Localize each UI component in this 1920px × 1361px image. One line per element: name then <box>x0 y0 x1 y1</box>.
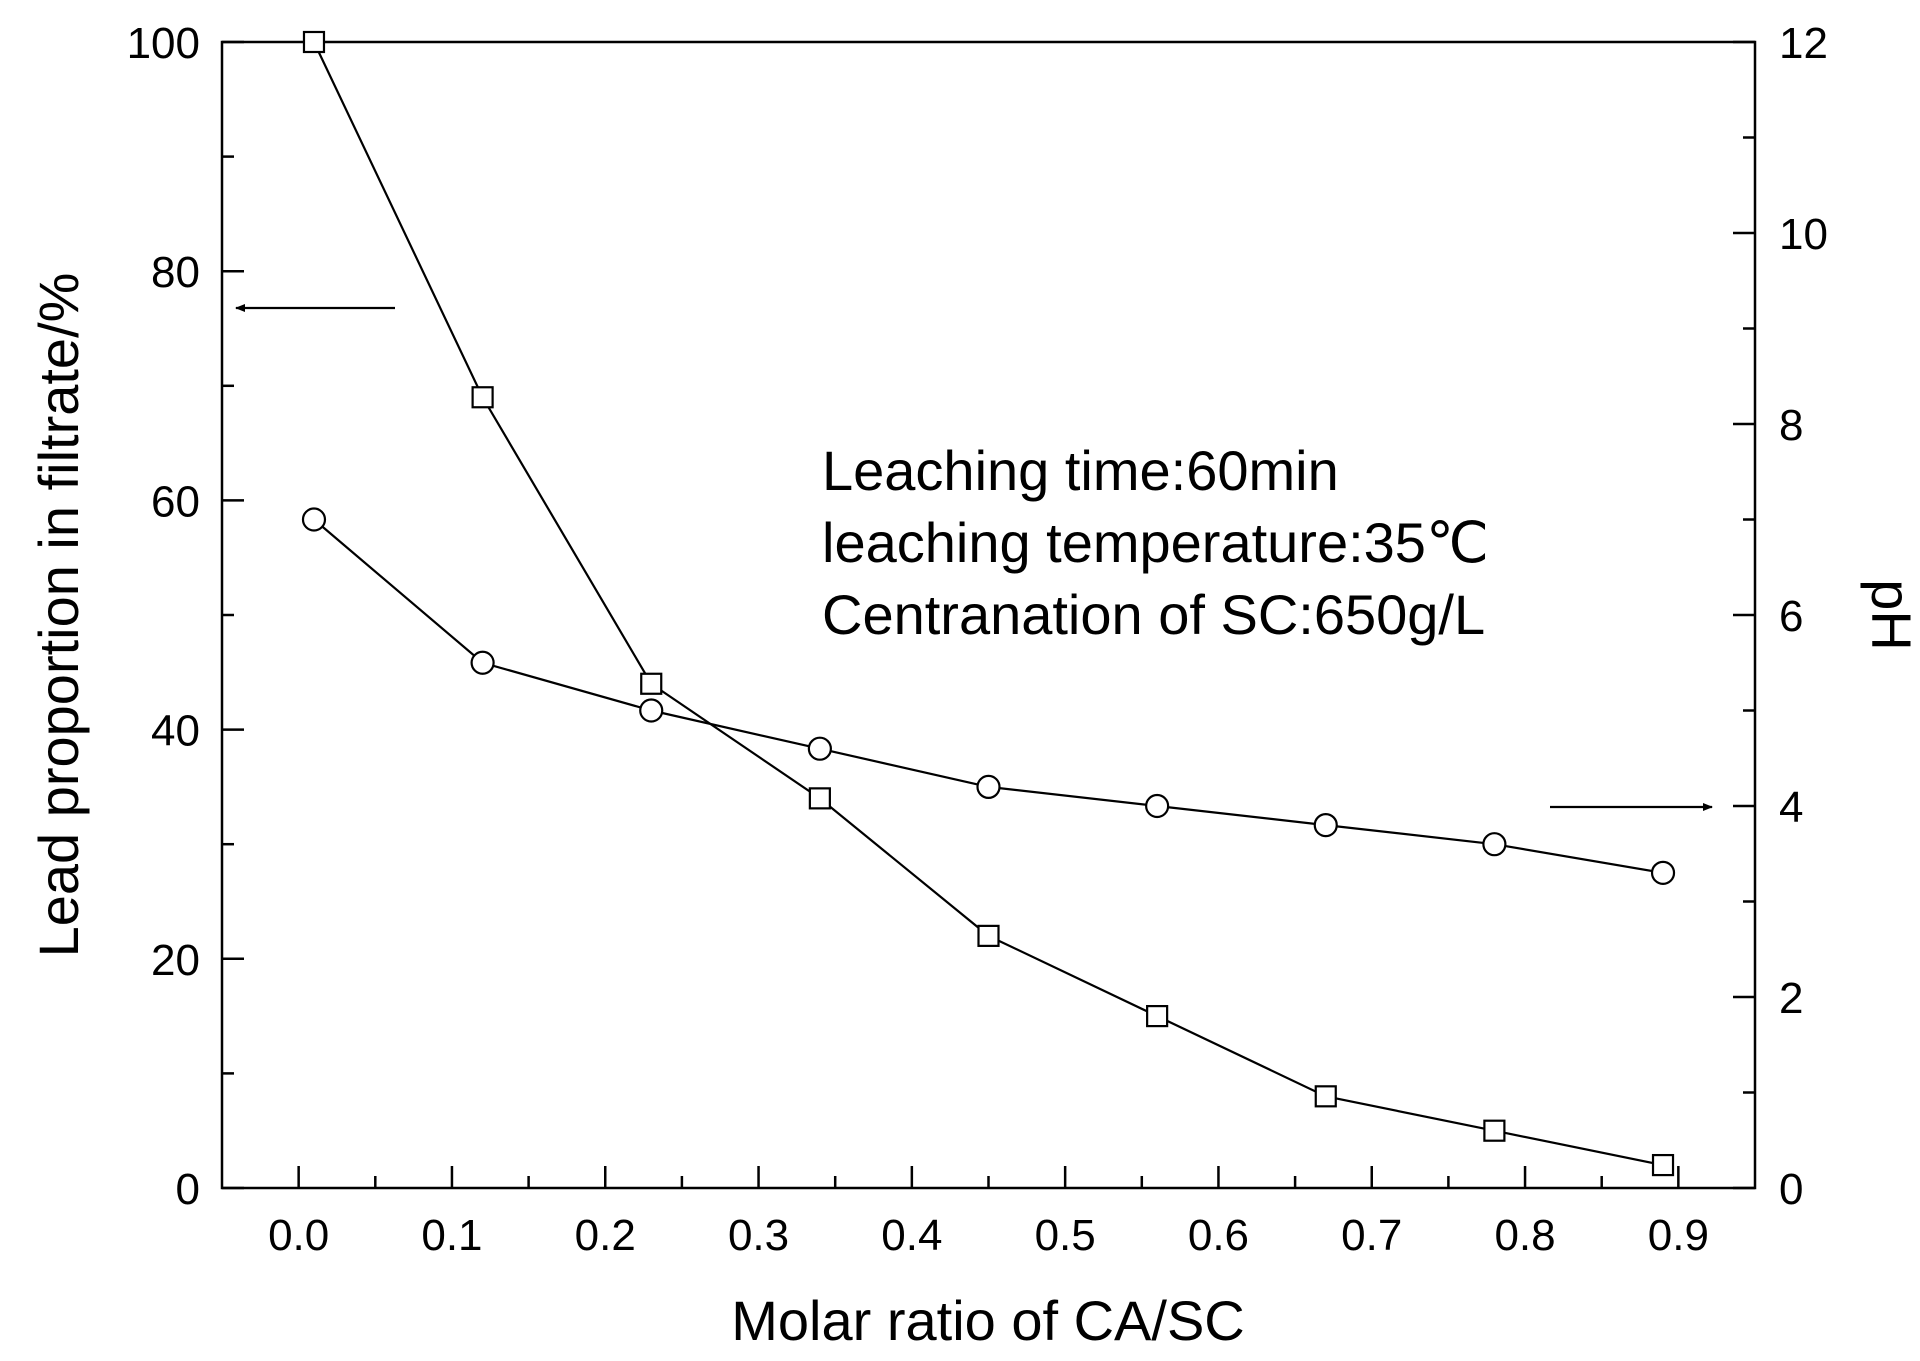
ph-point <box>807 736 832 761</box>
x-axis-ticks: 0.0 0.1 0.2 0.3 0.4 0.5 0.6 0.7 0.8 0.9 <box>268 1166 1709 1260</box>
ph-point <box>976 774 1001 800</box>
x-tick-label: 0.3 <box>728 1211 789 1260</box>
lead-proportion-point <box>1146 1004 1169 1028</box>
y-right-axis-title: pH <box>1860 579 1920 651</box>
x-tick-label: 0.5 <box>1035 1211 1096 1260</box>
ph-point <box>470 650 495 675</box>
y-left-axis-ticks: 0 20 40 60 80 100 <box>127 19 244 1214</box>
lead-proportion-point <box>302 30 326 54</box>
lead-proportion-point <box>640 672 663 695</box>
y-left-tick-label: 20 <box>151 936 200 985</box>
ph-point <box>1482 832 1507 857</box>
lead-proportion-point <box>808 787 831 810</box>
x-tick-label: 0.8 <box>1494 1211 1555 1260</box>
y-left-axis-title: Lead proportion in filtrate/% <box>27 273 90 958</box>
y-right-tick-label: 0 <box>1779 1165 1803 1214</box>
ph-point <box>639 698 664 723</box>
x-tick-label: 0.2 <box>575 1211 636 1260</box>
y-right-tick-label: 2 <box>1779 974 1803 1023</box>
y-left-tick-label: 60 <box>151 477 200 526</box>
y-right-tick-label: 12 <box>1779 19 1828 68</box>
y-right-tick-label: 6 <box>1779 592 1803 641</box>
y-right-tick-label: 8 <box>1779 401 1803 450</box>
x-tick-label: 0.4 <box>881 1211 942 1260</box>
ph-point <box>301 507 327 532</box>
annotation-sc-concentration: Centranation of SC:650g/L <box>822 583 1485 646</box>
lead-proportion-point <box>1651 1153 1675 1177</box>
x-tick-label: 0.7 <box>1341 1211 1402 1260</box>
lead-proportion-point <box>471 386 494 409</box>
x-tick-label: 0.0 <box>268 1211 329 1260</box>
y-left-tick-label: 80 <box>151 248 200 297</box>
annotation-leaching-time: Leaching time:60min <box>822 439 1339 502</box>
lead-proportion-point <box>1483 1119 1506 1142</box>
y-right-tick-label: 10 <box>1779 210 1828 259</box>
ph-point <box>1145 793 1170 819</box>
annotation-leaching-temperature: leaching temperature:35℃ <box>822 511 1489 574</box>
y-right-axis-ticks: 0 2 4 6 8 10 12 <box>1733 19 1828 1214</box>
x-tick-label: 0.9 <box>1648 1211 1709 1260</box>
x-tick-label: 0.1 <box>421 1211 482 1260</box>
y-left-tick-label: 0 <box>176 1165 200 1214</box>
series-layer <box>301 30 1676 1177</box>
y-left-tick-label: 40 <box>151 707 200 756</box>
lead-proportion-point <box>977 924 1000 947</box>
ph-point <box>1313 812 1338 838</box>
x-tick-label: 0.6 <box>1188 1211 1249 1260</box>
x-axis-title: Molar ratio of CA/SC <box>731 1289 1245 1352</box>
lead-proportion-point <box>1314 1085 1337 1108</box>
ph-point <box>1650 860 1676 885</box>
y-right-tick-label: 4 <box>1779 783 1803 832</box>
y-left-tick-label: 100 <box>127 19 200 68</box>
